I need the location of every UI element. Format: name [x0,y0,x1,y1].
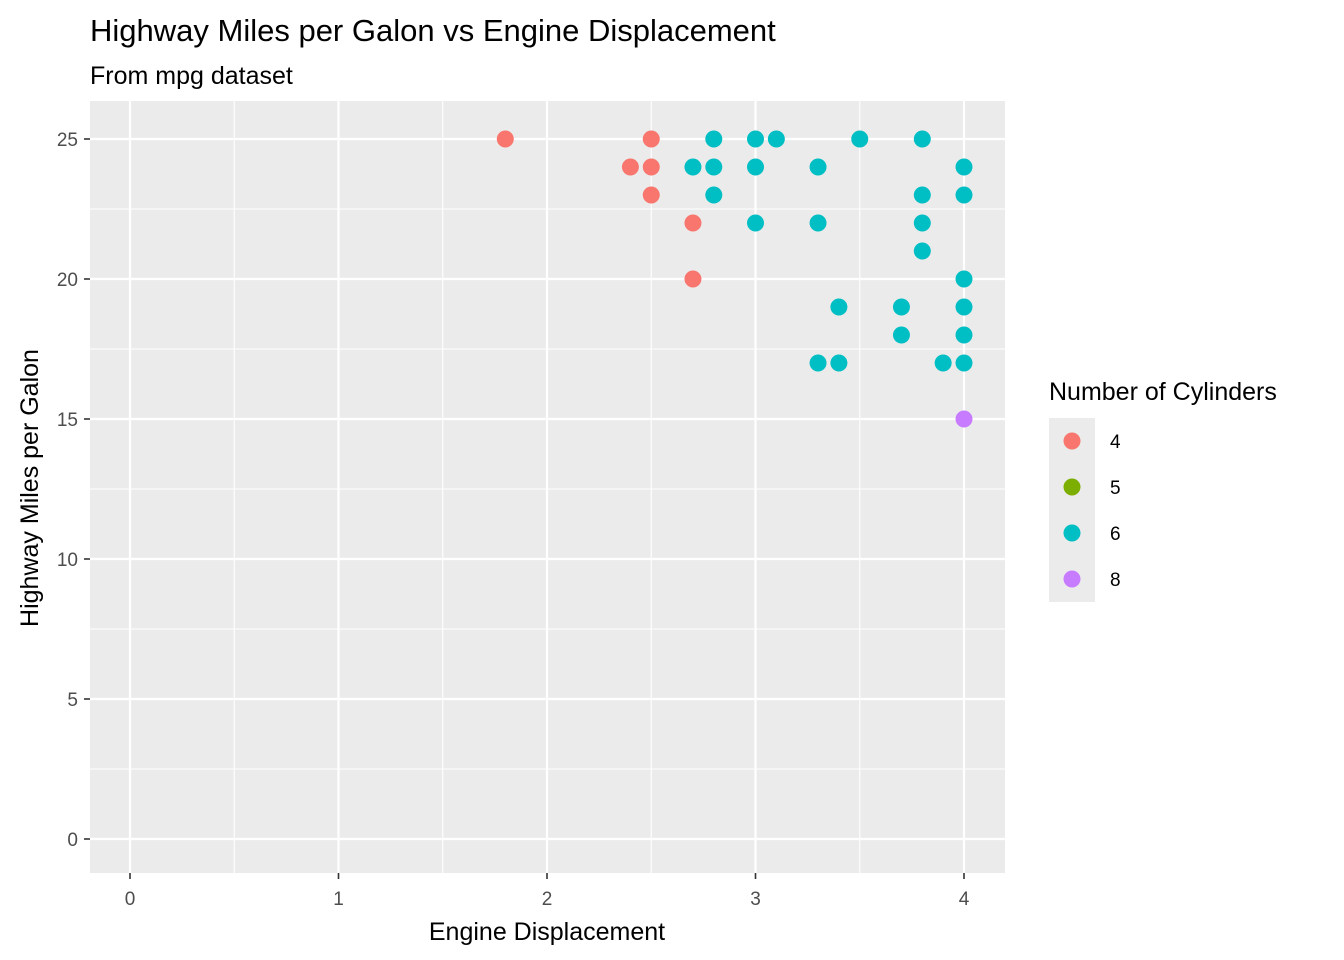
data-point-cyl-6 [913,242,931,260]
chart-title: Highway Miles per Galon vs Engine Displa… [90,13,776,48]
data-point-cyl-6 [747,158,764,176]
chart-subtitle: From mpg dataset [90,62,293,90]
data-point-cyl-4 [642,158,660,176]
data-point-cyl-6 [934,354,952,372]
legend: Number of Cylinders 4 5 6 8 [1049,378,1277,602]
legend-label-4: 4 [1110,432,1121,453]
data-point-cyl-6 [705,158,723,176]
data-point-cyl-6 [830,298,848,316]
data-point-cyl-6 [913,130,931,148]
data-point-cyl-4 [684,270,702,288]
x-tick-label: 3 [750,889,761,910]
legend-label-8: 8 [1110,570,1121,591]
data-point-cyl-6 [913,214,931,232]
data-point-cyl-4 [684,214,702,232]
data-point-cyl-6 [684,158,702,176]
x-tick-label: 4 [959,889,970,910]
data-point-cyl-6 [705,186,723,204]
data-point-cyl-6 [767,130,785,148]
data-point-cyl-4 [621,158,639,176]
data-point-cyl-6 [747,214,764,232]
data-point-cyl-6 [913,186,931,204]
data-point-cyl-6 [892,298,910,316]
legend-key-4 [1063,432,1081,450]
legend-label-5: 5 [1110,478,1121,499]
data-point-cyl-6 [955,298,973,316]
data-point-cyl-6 [955,186,973,204]
x-axis-title: Engine Displacement [429,918,665,946]
data-point-cyl-6 [892,326,910,344]
y-tick-label: 25 [57,130,78,151]
legend-key-6 [1063,524,1081,542]
x-tick-label: 2 [542,889,553,910]
data-point-cyl-6 [955,158,973,176]
data-point-cyl-6 [747,130,764,148]
legend-label-6: 6 [1110,524,1121,545]
y-axis-ticks: 0 5 10 15 20 25 [57,130,90,851]
data-point-cyl-6 [955,270,973,288]
legend-key-5 [1063,478,1081,496]
data-point-cyl-6 [851,130,869,148]
legend-title: Number of Cylinders [1049,378,1277,406]
data-point-cyl-6 [955,354,973,372]
data-point-cyl-6 [809,214,827,232]
data-point-cyl-4 [642,130,660,148]
x-tick-label: 1 [333,889,344,910]
y-tick-label: 15 [57,410,78,431]
data-points [496,130,973,428]
x-tick-label: 0 [125,889,136,910]
data-point-cyl-6 [809,354,827,372]
data-point-cyl-6 [830,354,848,372]
data-point-cyl-4 [496,130,514,148]
data-point-cyl-6 [809,158,827,176]
data-point-cyl-8 [955,410,973,428]
y-tick-label: 20 [57,270,78,291]
x-axis-ticks: 0 1 2 3 4 [125,873,970,910]
y-tick-label: 10 [57,550,78,571]
data-point-cyl-4 [642,186,660,204]
legend-key-8 [1063,570,1081,588]
data-point-cyl-6 [955,326,973,344]
y-tick-label: 5 [67,690,78,711]
data-point-cyl-6 [705,130,723,148]
y-axis-title: Highway Miles per Galon [16,349,44,627]
y-tick-label: 0 [67,830,78,851]
